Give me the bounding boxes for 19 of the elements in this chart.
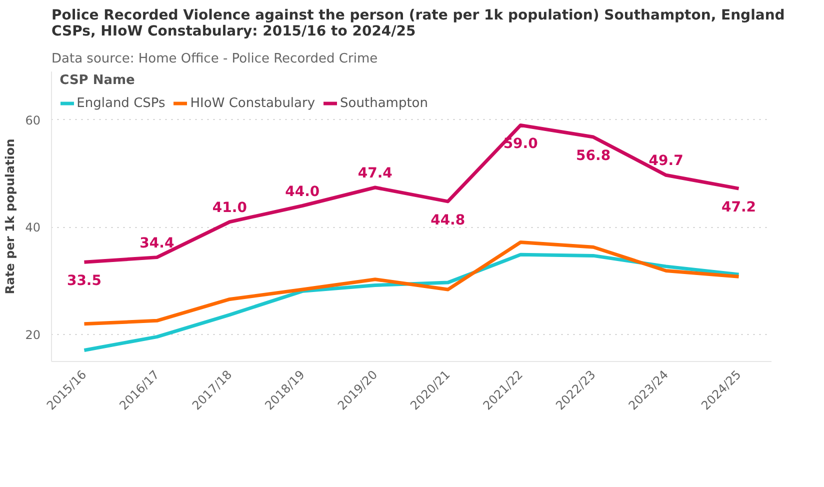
y-axis-title: Rate per 1k population (3, 138, 18, 294)
chart-title: Police Recorded Violence against the person (rate per 1k population) Southampton, England CSPs, HIoW Constabulary: 2015/16 to 2024/25 (52, 8, 785, 40)
data-label: 47.4 (358, 166, 393, 182)
y-tick-label: 40 (25, 220, 41, 235)
data-label: 44.0 (285, 184, 320, 200)
data-label: 47.2 (722, 200, 756, 216)
chart-subtitle: Data source: Home Office - Police Recorded Crime (52, 52, 378, 66)
data-label: 34.4 (140, 235, 174, 252)
legend-label: England CSPs (76, 96, 166, 110)
y-tick-label: 20 (25, 328, 41, 342)
legend-label: Southampton (340, 96, 428, 110)
data-label: 33.5 (66, 273, 102, 290)
data-label: 49.7 (648, 153, 684, 170)
data-label: 56.8 (576, 148, 611, 164)
legend-label: HIoW Constabulary (190, 96, 316, 110)
data-label: 41.0 (212, 200, 248, 216)
legend-title: CSP Name (60, 73, 136, 88)
y-tick-label: 60 (25, 113, 41, 128)
data-label: 44.8 (430, 212, 466, 228)
